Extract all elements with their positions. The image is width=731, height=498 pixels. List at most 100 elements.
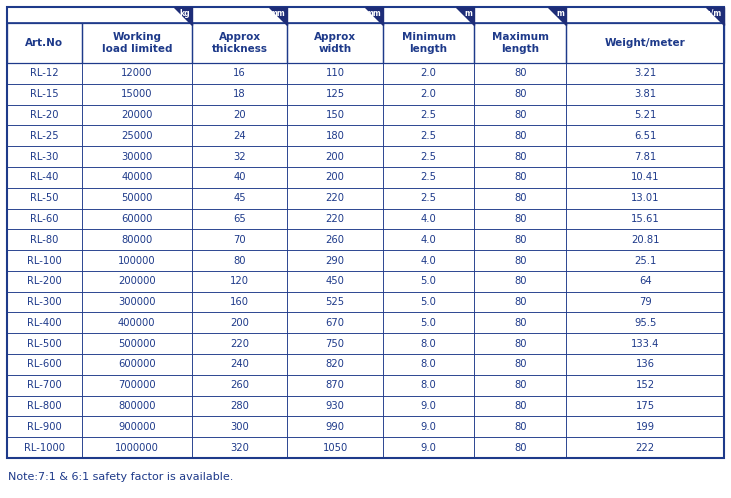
- Text: RL-50: RL-50: [30, 193, 58, 203]
- Bar: [383, 416, 474, 437]
- Bar: [474, 416, 567, 437]
- Text: 5.0: 5.0: [420, 276, 436, 286]
- Bar: [567, 209, 724, 229]
- Text: 40: 40: [233, 172, 246, 182]
- Bar: [567, 23, 724, 63]
- Text: 120: 120: [230, 276, 249, 286]
- Bar: [567, 63, 724, 84]
- Bar: [192, 250, 287, 271]
- Bar: [383, 437, 474, 458]
- Text: Art.No: Art.No: [26, 38, 64, 48]
- Text: 820: 820: [325, 360, 344, 370]
- Bar: [474, 395, 567, 416]
- Text: 80: 80: [514, 235, 526, 245]
- Bar: [287, 167, 383, 188]
- Bar: [287, 271, 383, 292]
- Bar: [192, 395, 287, 416]
- Text: 15000: 15000: [121, 89, 153, 99]
- Text: 199: 199: [635, 422, 655, 432]
- Text: RL-600: RL-600: [27, 360, 61, 370]
- Bar: [383, 63, 474, 84]
- Text: 80: 80: [514, 89, 526, 99]
- Text: 9.0: 9.0: [420, 401, 436, 411]
- Text: kg: kg: [179, 9, 190, 18]
- Text: 100000: 100000: [118, 255, 156, 265]
- Text: kg/m: kg/m: [701, 9, 722, 18]
- Text: 80: 80: [514, 68, 526, 78]
- Text: 80: 80: [514, 401, 526, 411]
- Text: 152: 152: [635, 380, 655, 390]
- Bar: [567, 292, 724, 312]
- Bar: [82, 375, 192, 395]
- Text: 3.21: 3.21: [634, 68, 656, 78]
- Text: 25.1: 25.1: [634, 255, 656, 265]
- Text: 160: 160: [230, 297, 249, 307]
- Bar: [474, 167, 567, 188]
- Text: m: m: [556, 9, 564, 18]
- Bar: [192, 437, 287, 458]
- Text: 20000: 20000: [121, 110, 153, 120]
- Text: 8.0: 8.0: [421, 339, 436, 349]
- Text: 700000: 700000: [118, 380, 156, 390]
- Bar: [474, 125, 567, 146]
- Bar: [567, 229, 724, 250]
- Bar: [474, 188, 567, 209]
- Bar: [287, 229, 383, 250]
- Text: 80: 80: [233, 255, 246, 265]
- Text: 450: 450: [325, 276, 344, 286]
- Text: 670: 670: [325, 318, 344, 328]
- Bar: [383, 375, 474, 395]
- Bar: [383, 125, 474, 146]
- Bar: [383, 188, 474, 209]
- Text: RL-20: RL-20: [30, 110, 58, 120]
- Text: 200: 200: [325, 172, 344, 182]
- Text: 110: 110: [325, 68, 344, 78]
- Bar: [287, 292, 383, 312]
- Text: 200000: 200000: [118, 276, 156, 286]
- Bar: [192, 23, 287, 63]
- Text: 80: 80: [514, 339, 526, 349]
- Bar: [383, 146, 474, 167]
- Bar: [474, 229, 567, 250]
- Bar: [474, 292, 567, 312]
- Text: 222: 222: [635, 443, 655, 453]
- Text: 9.0: 9.0: [420, 422, 436, 432]
- Text: 6.51: 6.51: [634, 131, 656, 141]
- Bar: [567, 312, 724, 333]
- Text: 2.5: 2.5: [420, 110, 436, 120]
- Polygon shape: [269, 7, 287, 25]
- Text: 79: 79: [639, 297, 651, 307]
- Text: Maximum
length: Maximum length: [492, 32, 549, 54]
- Polygon shape: [365, 7, 383, 25]
- Bar: [567, 105, 724, 125]
- Bar: [474, 209, 567, 229]
- Text: mm: mm: [270, 9, 285, 18]
- Bar: [567, 437, 724, 458]
- Text: 133.4: 133.4: [631, 339, 659, 349]
- Bar: [192, 375, 287, 395]
- Bar: [287, 209, 383, 229]
- Text: 5.0: 5.0: [420, 318, 436, 328]
- Bar: [82, 105, 192, 125]
- Text: 240: 240: [230, 360, 249, 370]
- Text: 80: 80: [514, 193, 526, 203]
- Text: RL-200: RL-200: [27, 276, 61, 286]
- Bar: [192, 271, 287, 292]
- Text: 2.5: 2.5: [420, 131, 436, 141]
- Bar: [7, 188, 82, 209]
- Bar: [82, 188, 192, 209]
- Text: 260: 260: [230, 380, 249, 390]
- Bar: [383, 84, 474, 105]
- Bar: [82, 250, 192, 271]
- Text: 1000000: 1000000: [115, 443, 159, 453]
- Text: 50000: 50000: [121, 193, 153, 203]
- Bar: [7, 146, 82, 167]
- Bar: [82, 333, 192, 354]
- Bar: [567, 146, 724, 167]
- Text: 9.0: 9.0: [420, 443, 436, 453]
- Bar: [287, 23, 383, 63]
- Bar: [82, 125, 192, 146]
- Text: 80: 80: [514, 422, 526, 432]
- Text: 8.0: 8.0: [421, 360, 436, 370]
- Text: RL-12: RL-12: [30, 68, 58, 78]
